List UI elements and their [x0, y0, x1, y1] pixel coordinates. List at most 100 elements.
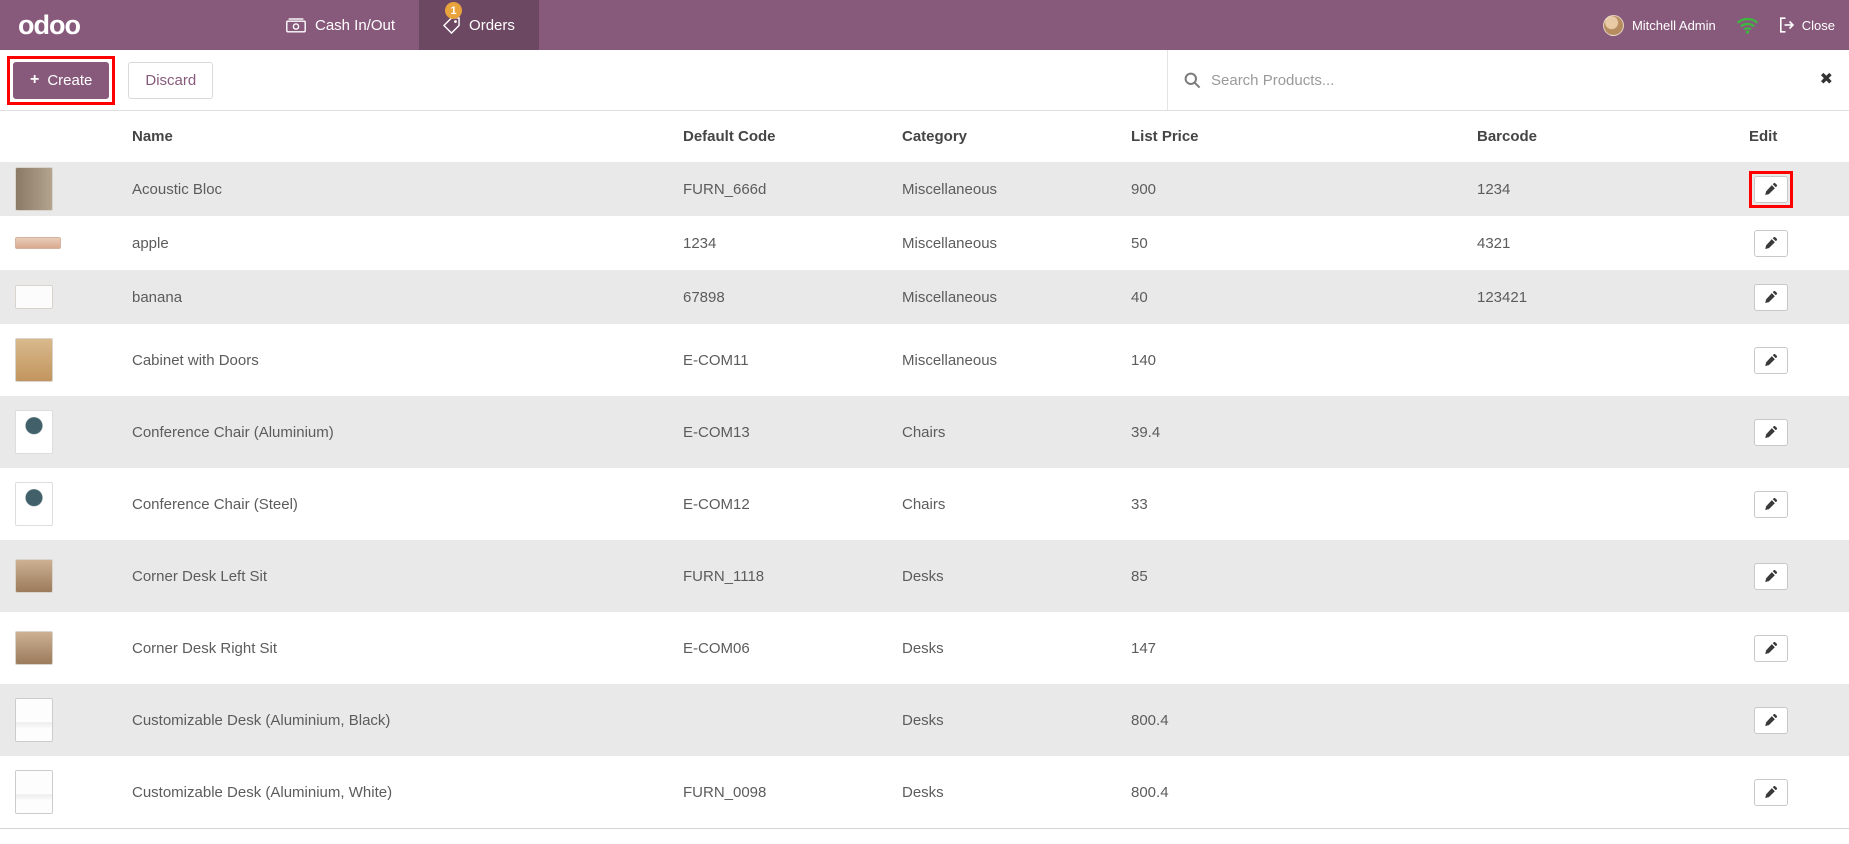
table-row: apple 1234 Miscellaneous 50 4321 — [0, 216, 1849, 270]
product-list-price: 39.4 — [1131, 423, 1161, 441]
product-default-code: E-COM12 — [683, 495, 750, 513]
topbar-tabs: Cash In/Out 1 Orders — [262, 0, 539, 50]
table-row: Conference Chair (Steel) E-COM12 Chairs … — [0, 468, 1849, 540]
edit-product-button[interactable] — [1754, 283, 1788, 311]
edit-button-wrap — [1749, 414, 1793, 451]
edit-cell — [1749, 342, 1849, 379]
thumbnail-cell — [0, 285, 132, 309]
close-session-button[interactable]: Close — [1779, 17, 1835, 33]
table-row: Customizable Desk (Aluminium, White) FUR… — [0, 756, 1849, 828]
pencil-icon — [1764, 497, 1778, 511]
product-category: Miscellaneous — [902, 288, 998, 306]
product-barcode: 4321 — [1477, 234, 1511, 252]
edit-product-button[interactable] — [1754, 778, 1788, 806]
product-default-code: FURN_1118 — [683, 567, 765, 585]
pencil-icon — [1764, 353, 1778, 367]
product-barcode: 1234 — [1477, 180, 1511, 198]
edit-product-button[interactable] — [1754, 175, 1788, 203]
edit-product-button[interactable] — [1754, 346, 1788, 374]
product-category: Chairs — [902, 495, 946, 513]
table-row: Customizable Desk (Aluminium, Black) Des… — [0, 684, 1849, 756]
edit-button-wrap — [1749, 486, 1793, 523]
create-button[interactable]: + Create — [13, 61, 110, 99]
edit-button-wrap — [1749, 630, 1793, 667]
clear-search-icon[interactable]: ✖ — [1819, 71, 1833, 88]
user-name: Mitchell Admin — [1631, 17, 1716, 33]
edit-button-wrap — [1749, 342, 1793, 379]
column-header-list-price: List Price — [1131, 128, 1199, 145]
cash-in-out-button[interactable]: Cash In/Out — [262, 0, 419, 50]
product-list-price: 800.4 — [1131, 711, 1169, 729]
thumbnail-cell — [0, 410, 132, 454]
product-list-price: 140 — [1131, 351, 1157, 369]
annotation-highlight-create: + Create — [7, 55, 116, 105]
edit-product-button[interactable] — [1754, 562, 1788, 590]
edit-button-wrap — [1749, 225, 1793, 262]
discard-button[interactable]: Discard — [128, 61, 214, 99]
cash-icon — [286, 17, 306, 33]
product-category: Desks — [902, 783, 944, 801]
wifi-status-icon — [1736, 17, 1759, 34]
create-label: Create — [47, 71, 93, 89]
edit-cell — [1749, 774, 1849, 811]
edit-product-button[interactable] — [1754, 229, 1788, 257]
product-list-price: 800.4 — [1131, 783, 1169, 801]
orders-count-badge: 1 — [445, 2, 463, 19]
edit-button-wrap — [1749, 558, 1793, 595]
thumbnail-cell — [0, 631, 132, 665]
table-row: Cabinet with Doors E-COM11 Miscellaneous… — [0, 324, 1849, 396]
pencil-icon — [1764, 785, 1778, 799]
search-icon — [1184, 72, 1201, 89]
edit-product-button[interactable] — [1754, 418, 1788, 446]
product-list-price: 900 — [1131, 180, 1157, 198]
product-default-code: E-COM13 — [683, 423, 750, 441]
top-bar: odoo Cash In/Out 1 — [0, 0, 1849, 50]
edit-product-button[interactable] — [1754, 490, 1788, 518]
orders-button[interactable]: 1 Orders — [419, 0, 539, 50]
thumbnail-cell — [0, 167, 132, 211]
edit-cell — [1749, 279, 1849, 316]
plus-icon: + — [30, 71, 40, 88]
product-name: Corner Desk Left Sit — [132, 567, 268, 585]
edit-button-wrap — [1749, 774, 1793, 811]
search-input[interactable] — [1211, 71, 1808, 89]
product-image — [15, 237, 61, 249]
column-header-default-code: Default Code — [683, 128, 776, 145]
edit-cell — [1749, 558, 1849, 595]
product-default-code: FURN_0098 — [683, 783, 767, 801]
product-category: Desks — [902, 711, 944, 729]
product-name: Cabinet with Doors — [132, 351, 259, 369]
edit-button-wrap — [1749, 170, 1793, 208]
product-name: Corner Desk Right Sit — [132, 639, 278, 657]
product-default-code: 1234 — [683, 234, 717, 252]
table-header: Name Default Code Category List Price Ba… — [0, 111, 1849, 162]
product-category: Miscellaneous — [902, 180, 998, 198]
product-category: Miscellaneous — [902, 234, 998, 252]
sign-out-icon — [1779, 17, 1795, 33]
edit-cell — [1749, 486, 1849, 523]
edit-cell — [1749, 702, 1849, 739]
odoo-logo: odoo — [18, 10, 81, 40]
product-default-code: FURN_666d — [683, 180, 767, 198]
edit-product-button[interactable] — [1754, 706, 1788, 734]
table-row: Corner Desk Right Sit E-COM06 Desks 147 — [0, 612, 1849, 684]
product-default-code: 67898 — [683, 288, 725, 306]
thumbnail-cell — [0, 559, 132, 593]
product-image — [15, 559, 53, 593]
pencil-icon — [1764, 569, 1778, 583]
product-image — [15, 770, 53, 814]
product-image — [15, 285, 53, 309]
thumbnail-cell — [0, 237, 132, 249]
product-list-price: 33 — [1131, 495, 1148, 513]
product-default-code: E-COM06 — [683, 639, 750, 657]
edit-button-wrap — [1749, 702, 1793, 739]
product-default-code: E-COM11 — [683, 351, 749, 369]
thumbnail-cell — [0, 482, 132, 526]
product-category: Chairs — [902, 423, 946, 441]
user-menu[interactable]: Mitchell Admin — [1602, 14, 1716, 36]
column-header-category: Category — [902, 128, 968, 145]
product-category: Miscellaneous — [902, 351, 998, 369]
product-image — [15, 167, 53, 211]
product-image — [15, 631, 53, 665]
edit-product-button[interactable] — [1754, 634, 1788, 662]
